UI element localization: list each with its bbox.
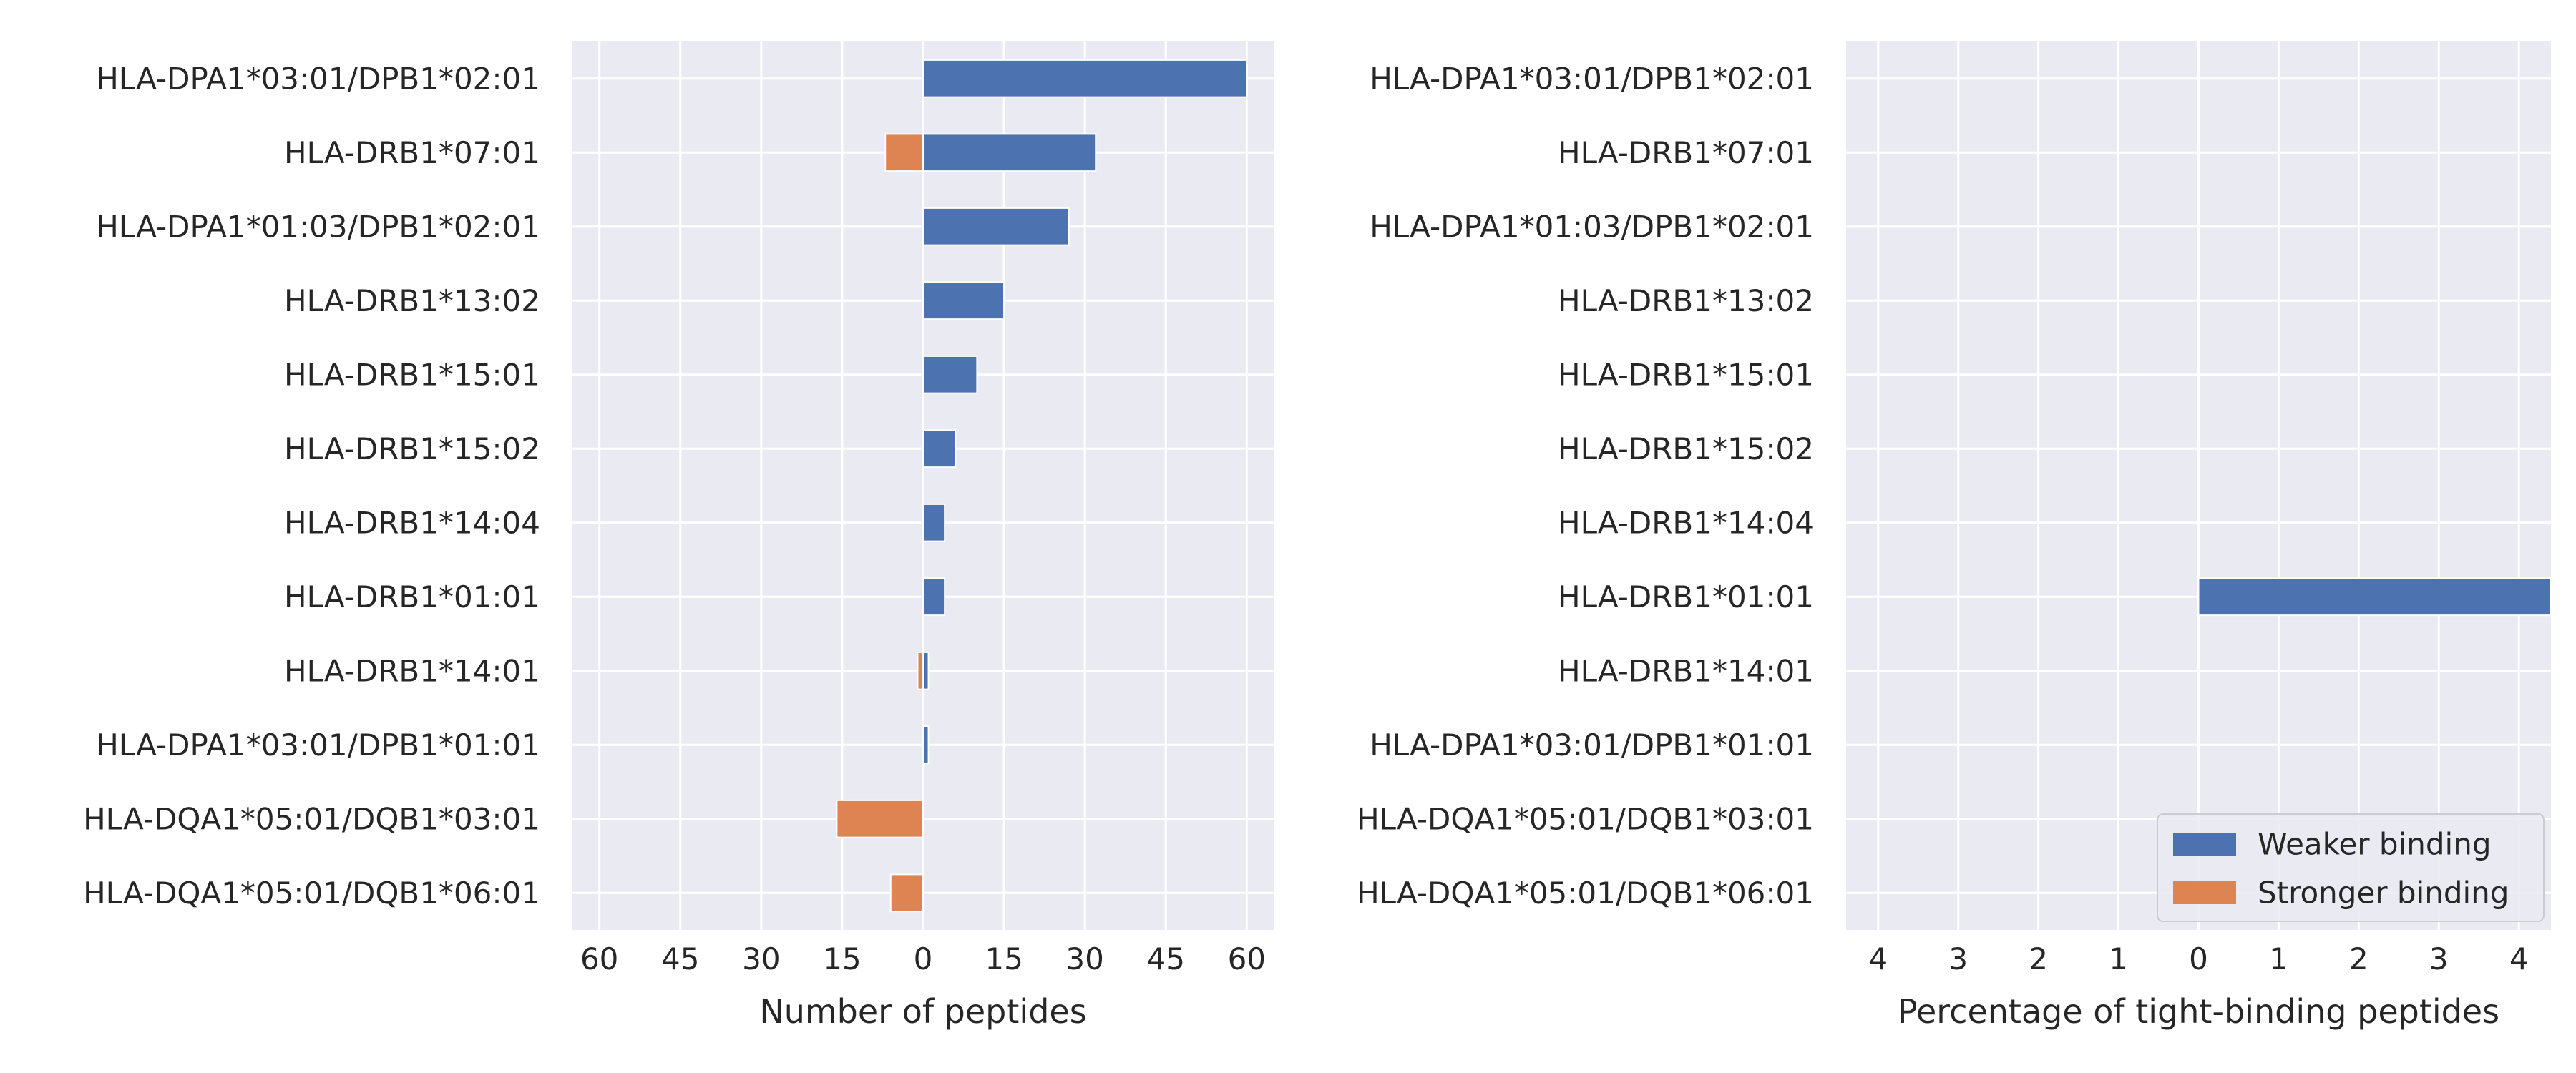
y-tick-label: HLA-DPA1*03:01/DPB1*02:01 [1370, 61, 1814, 96]
x-axis-label: Number of peptides [759, 992, 1086, 1031]
y-tick-label: HLA-DQA1*05:01/DQB1*03:01 [1357, 801, 1814, 836]
y-tick-label: HLA-DQA1*05:01/DQB1*03:01 [83, 801, 540, 836]
x-tick-label: 4 [2509, 941, 2529, 976]
y-tick-label: HLA-DPA1*01:03/DPB1*02:01 [96, 209, 540, 244]
bar-weaker-binding [922, 59, 1248, 98]
bar-weaker-binding [922, 207, 1070, 246]
legend-label: Stronger binding [2258, 876, 2509, 911]
x-tick-label: 2 [2029, 941, 2048, 976]
bar-stronger-binding [884, 133, 924, 172]
x-tick-label: 15 [823, 941, 861, 976]
y-tick-label: HLA-DRB1*13:02 [284, 283, 540, 318]
y-tick-label: HLA-DQA1*05:01/DQB1*06:01 [1357, 876, 1814, 911]
x-tick-label: 3 [1948, 941, 1968, 976]
y-tick-label: HLA-DRB1*15:01 [1558, 357, 1814, 392]
y-tick-label: HLA-DRB1*13:02 [1558, 283, 1814, 318]
y-tick-label: HLA-DPA1*03:01/DPB1*01:01 [96, 727, 540, 763]
x-tick-label: 15 [985, 941, 1023, 976]
bar-weaker-binding [922, 651, 930, 690]
x-tick-label: 60 [1228, 941, 1266, 976]
bar-stronger-binding [917, 651, 924, 690]
y-tick-label: HLA-DRB1*01:01 [284, 579, 540, 614]
y-tick-label: HLA-DRB1*14:04 [1558, 505, 1814, 540]
legend-label: Weaker binding [2258, 827, 2491, 862]
y-tick-label: HLA-DRB1*01:01 [1558, 579, 1814, 614]
bar-weaker-binding [922, 429, 957, 469]
x-tick-label: 1 [2269, 941, 2288, 976]
y-tick-label: HLA-DRB1*14:01 [284, 653, 540, 688]
legend: Weaker binding Stronger binding [2157, 813, 2545, 922]
bar-weaker-binding [2197, 577, 2552, 617]
x-tick-label: 45 [661, 941, 699, 976]
x-tick-label: 0 [2189, 941, 2208, 976]
y-tick-label: HLA-DRB1*15:02 [284, 431, 540, 466]
y-tick-label: HLA-DPA1*03:01/DPB1*02:01 [96, 61, 540, 96]
bar-stronger-binding [836, 799, 924, 838]
y-tick-label: HLA-DQA1*05:01/DQB1*06:01 [83, 876, 540, 911]
x-tick-label: 1 [2109, 941, 2128, 976]
legend-swatch [2173, 881, 2236, 904]
y-tick-label: HLA-DRB1*14:01 [1558, 653, 1814, 688]
x-axis-label: Percentage of tight-binding peptides [1898, 992, 2499, 1031]
x-tick-label: 60 [580, 941, 618, 976]
y-tick-label: HLA-DRB1*15:02 [1558, 431, 1814, 466]
y-tick-label: HLA-DRB1*07:01 [284, 135, 540, 170]
left-chart-panel: HLA-DPA1*03:01/DPB1*02:01 HLA-DRB1*07:01 H… [83, 41, 1274, 1031]
y-tick-label: HLA-DRB1*07:01 [1558, 135, 1814, 170]
x-tick-label: 3 [2429, 941, 2449, 976]
right-chart-panel: HLA-DPA1*03:01/DPB1*02:01 HLA-DRB1*07:01 H… [1357, 41, 2552, 1031]
bar-weaker-binding [922, 133, 1097, 172]
legend-box [2157, 813, 2545, 922]
y-tick-label: HLA-DPA1*03:01/DPB1*01:01 [1370, 727, 1814, 763]
bar-weaker-binding [922, 577, 946, 617]
x-tick-label: 30 [742, 941, 780, 976]
bar-stronger-binding [889, 873, 924, 913]
x-tick-label: 2 [2349, 941, 2368, 976]
bar-weaker-binding [922, 503, 946, 542]
bar-weaker-binding [922, 281, 1005, 320]
x-tick-label: 4 [1868, 941, 1888, 976]
bar-weaker-binding [922, 355, 978, 394]
y-tick-label: HLA-DRB1*15:01 [284, 357, 540, 392]
x-tick-label: 30 [1065, 941, 1103, 976]
legend-swatch [2173, 833, 2236, 856]
y-tick-label: HLA-DPA1*01:03/DPB1*02:01 [1370, 209, 1814, 244]
bar-weaker-binding [922, 725, 930, 765]
x-tick-label: 0 [914, 941, 933, 976]
y-tick-label: HLA-DRB1*14:04 [284, 505, 540, 540]
x-tick-label: 45 [1147, 941, 1185, 976]
